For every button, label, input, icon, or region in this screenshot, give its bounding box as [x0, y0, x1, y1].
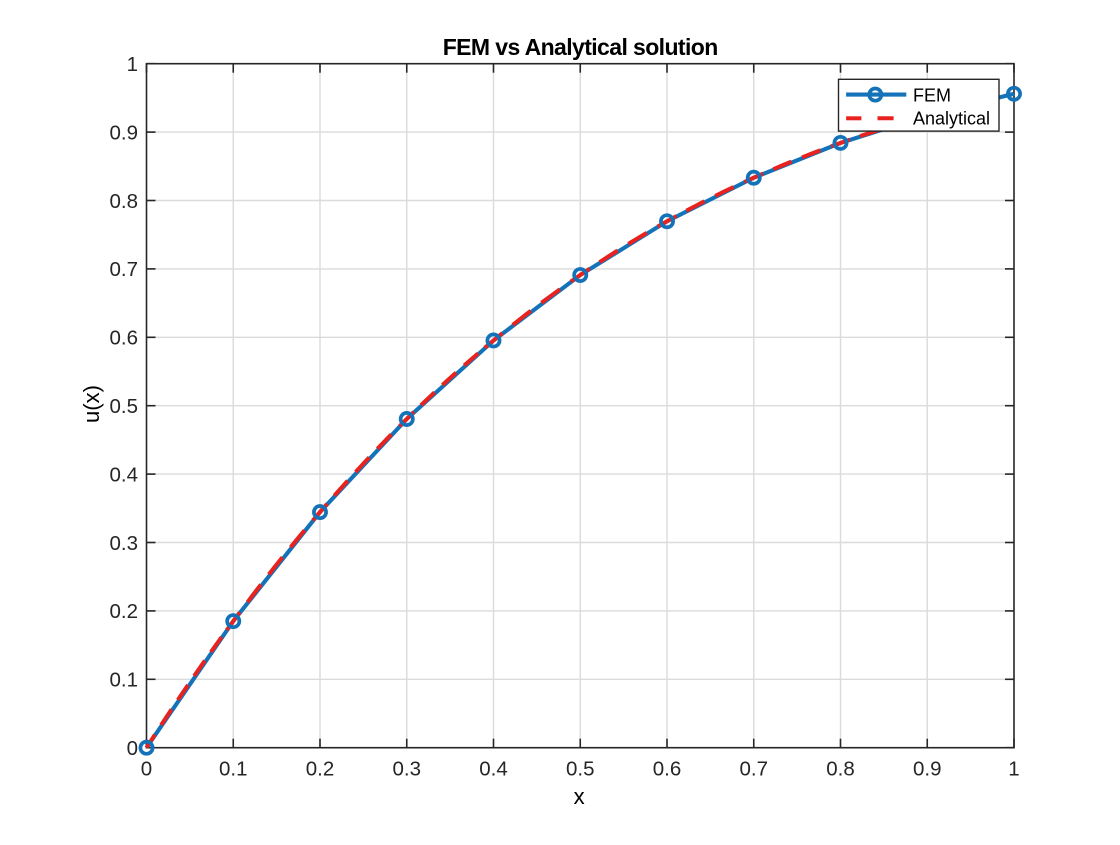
svg-text:0.2: 0.2 [306, 758, 335, 781]
svg-text:1: 1 [127, 53, 138, 76]
svg-text:0.8: 0.8 [110, 190, 139, 213]
svg-text:0.4: 0.4 [110, 463, 139, 486]
svg-text:FEM: FEM [913, 85, 951, 105]
svg-text:Analytical: Analytical [913, 108, 990, 128]
svg-text:0.5: 0.5 [566, 758, 595, 781]
svg-text:0.9: 0.9 [110, 121, 139, 144]
svg-text:0.8: 0.8 [826, 758, 855, 781]
svg-text:1: 1 [1008, 758, 1019, 781]
svg-text:0.4: 0.4 [479, 758, 508, 781]
svg-text:0.5: 0.5 [110, 395, 139, 418]
svg-text:0.7: 0.7 [740, 758, 769, 781]
svg-text:0.7: 0.7 [110, 258, 139, 281]
svg-text:0.1: 0.1 [110, 669, 139, 692]
svg-text:0: 0 [141, 758, 152, 781]
svg-text:0.3: 0.3 [393, 758, 422, 781]
svg-text:0.2: 0.2 [110, 600, 139, 623]
svg-text:0.6: 0.6 [653, 758, 682, 781]
svg-text:0: 0 [127, 737, 138, 760]
svg-text:0.3: 0.3 [110, 532, 139, 555]
svg-text:0.1: 0.1 [219, 758, 248, 781]
svg-text:0.6: 0.6 [110, 327, 139, 350]
svg-text:u(x): u(x) [79, 385, 104, 423]
svg-text:x: x [574, 784, 585, 809]
svg-text:FEM vs Analytical solution: FEM vs Analytical solution [443, 34, 718, 60]
svg-text:0.9: 0.9 [913, 758, 942, 781]
